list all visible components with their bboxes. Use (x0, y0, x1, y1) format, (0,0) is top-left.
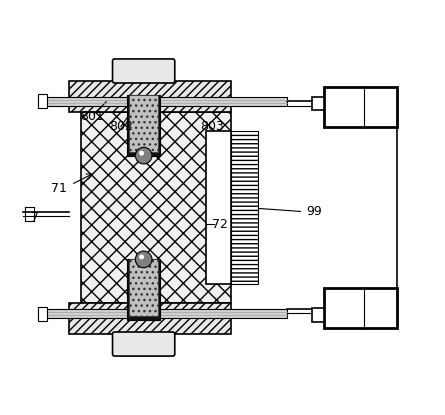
Circle shape (135, 251, 152, 268)
Bar (38, 309, 287, 318)
Text: 99: 99 (306, 205, 322, 218)
FancyBboxPatch shape (113, 332, 175, 356)
Bar (38, 94, 47, 108)
Bar (312, 308, 324, 322)
Circle shape (135, 147, 152, 164)
Circle shape (139, 151, 144, 156)
Bar (324, 288, 397, 328)
Text: 803: 803 (200, 120, 224, 133)
Bar (312, 97, 324, 110)
Bar (129, 259, 158, 316)
Bar (38, 97, 287, 106)
Bar (206, 131, 231, 284)
Bar (324, 87, 397, 127)
Text: 802: 802 (109, 120, 133, 133)
Bar (231, 131, 258, 284)
Text: 7: 7 (31, 211, 39, 225)
Bar (38, 307, 47, 321)
Bar (127, 259, 160, 320)
Bar (69, 81, 231, 112)
Bar (127, 95, 160, 156)
Text: 71: 71 (51, 182, 66, 195)
Text: 72: 72 (213, 217, 228, 231)
Text: 801: 801 (80, 110, 104, 123)
Bar (129, 95, 158, 152)
FancyBboxPatch shape (113, 59, 175, 83)
Circle shape (139, 254, 144, 259)
Bar (81, 112, 231, 303)
Bar (69, 303, 231, 334)
